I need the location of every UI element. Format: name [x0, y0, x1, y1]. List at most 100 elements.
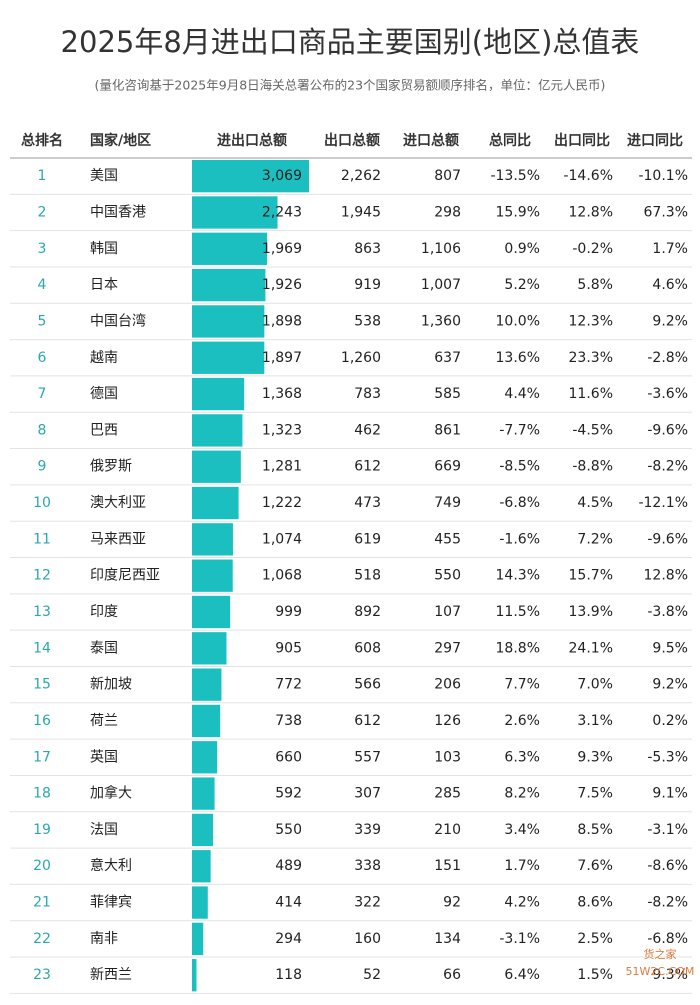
total-bar [192, 414, 243, 447]
exports: 783 [354, 386, 381, 402]
exports: 1,945 [341, 204, 381, 220]
country: 英国 [90, 748, 118, 765]
rank: 1 [38, 168, 47, 184]
import-yoy: -9.6% [647, 422, 688, 438]
yoy: 18.8% [496, 640, 540, 656]
yoy: -13.5% [490, 168, 540, 184]
import-yoy: 12.8% [644, 568, 688, 584]
total-bar [192, 305, 265, 338]
exports: 557 [354, 749, 381, 765]
total-bar [192, 523, 233, 556]
watermark-site: 51W2C.COM [626, 965, 695, 978]
column-header: 总同比 [489, 132, 531, 149]
total: 118 [275, 967, 302, 983]
country: 韩国 [90, 241, 118, 257]
title: 2025年8月进出口商品主要国别(地区)总值表 [61, 25, 640, 59]
rank: 22 [33, 931, 51, 947]
exports: 52 [363, 967, 381, 983]
imports: 807 [434, 168, 461, 184]
imports: 749 [434, 495, 461, 511]
rank: 14 [33, 640, 51, 656]
import-yoy: -3.8% [647, 604, 688, 620]
watermark-brand: 货之家 [644, 947, 677, 961]
export-yoy: 12.3% [569, 313, 613, 329]
export-yoy: 15.7% [569, 568, 613, 584]
country: 印度 [90, 604, 118, 620]
yoy: 10.0% [496, 313, 540, 329]
total-bar [192, 341, 265, 374]
total-bar [192, 959, 197, 992]
import-yoy: -6.8% [647, 931, 688, 947]
column-header: 总排名 [21, 132, 63, 149]
exports: 339 [354, 822, 381, 838]
imports: 297 [434, 640, 461, 656]
export-yoy: -8.8% [572, 459, 613, 475]
exports: 2,262 [341, 168, 381, 184]
export-yoy: 24.1% [569, 640, 613, 656]
country: 澳大利亚 [90, 495, 146, 511]
total: 999 [275, 604, 302, 620]
country: 南非 [90, 931, 118, 947]
import-yoy: -10.1% [638, 168, 688, 184]
import-yoy: 9.2% [652, 313, 688, 329]
imports: 134 [434, 931, 461, 947]
import-yoy: 9.3% [652, 967, 688, 983]
import-yoy: -12.1% [638, 495, 688, 511]
export-yoy: 13.9% [569, 604, 613, 620]
total-bar [192, 377, 245, 411]
yoy: 13.6% [496, 350, 540, 366]
total-bar [192, 196, 278, 229]
exports: 518 [354, 568, 381, 584]
import-yoy: 9.2% [652, 677, 688, 693]
import-yoy: 9.5% [652, 640, 688, 656]
total: 414 [275, 895, 302, 911]
total: 550 [275, 822, 302, 838]
import-yoy: -5.3% [647, 749, 688, 765]
yoy: 1.7% [504, 858, 540, 874]
country: 日本 [90, 277, 118, 293]
export-yoy: 7.6% [577, 858, 613, 874]
country: 法国 [90, 822, 118, 838]
import-yoy: -8.6% [647, 858, 688, 874]
column-header: 进口同比 [627, 132, 683, 149]
total: 1,068 [262, 568, 302, 584]
export-yoy: -4.5% [572, 422, 613, 438]
yoy: 7.7% [504, 677, 540, 693]
export-yoy: 9.3% [577, 749, 613, 765]
yoy: 15.9% [496, 204, 540, 220]
export-yoy: 7.5% [577, 786, 613, 802]
yoy: 4.4% [504, 386, 540, 402]
total: 772 [275, 677, 302, 693]
total-bar [192, 268, 266, 302]
export-yoy: 23.3% [569, 350, 613, 366]
exports: 863 [354, 241, 381, 257]
rank: 7 [38, 386, 47, 402]
import-yoy: 67.3% [644, 204, 688, 220]
total: 905 [275, 640, 302, 656]
export-yoy: 8.5% [577, 822, 613, 838]
total-bar [192, 595, 231, 629]
exports: 538 [354, 313, 381, 329]
country: 越南 [90, 350, 118, 366]
column-header: 出口同比 [554, 132, 610, 149]
country: 中国香港 [90, 204, 146, 220]
exports: 473 [354, 495, 381, 511]
exports: 160 [354, 931, 381, 947]
total-bar [192, 450, 241, 483]
rank: 9 [38, 459, 47, 475]
rank: 4 [38, 277, 47, 293]
imports: 210 [434, 822, 461, 838]
country: 印度尼西亚 [90, 568, 160, 584]
exports: 307 [354, 786, 381, 802]
country: 俄罗斯 [90, 459, 132, 475]
rank: 5 [38, 313, 47, 329]
exports: 1,260 [341, 350, 381, 366]
total: 1,898 [262, 313, 302, 329]
total-bar [192, 886, 208, 919]
total: 3,069 [262, 168, 302, 184]
total-bar [192, 160, 309, 193]
imports: 92 [443, 895, 461, 911]
column-header: 进出口总额 [217, 132, 287, 149]
imports: 66 [443, 967, 461, 983]
export-yoy: -14.6% [563, 168, 613, 184]
